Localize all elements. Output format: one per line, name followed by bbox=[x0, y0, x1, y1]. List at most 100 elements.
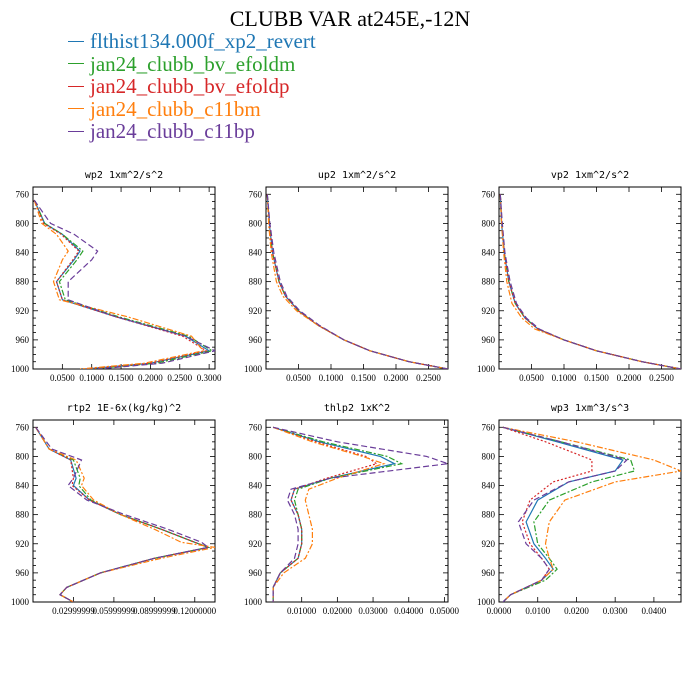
series-line bbox=[499, 194, 681, 369]
x-tick-label: 0.0000 bbox=[487, 606, 512, 616]
x-tick-label: 0.1500 bbox=[584, 373, 609, 383]
panel-title: vp2 1xm^2/s^2 bbox=[551, 170, 629, 181]
x-tick-label: 0.2500 bbox=[649, 373, 674, 383]
x-tick-label: 0.1000 bbox=[552, 373, 577, 383]
x-tick-label: 0.08999999 bbox=[133, 606, 176, 616]
y-tick-label: 960 bbox=[16, 335, 30, 345]
plot-frame bbox=[498, 419, 682, 603]
panel-title: wp3 1xm^3/s^3 bbox=[551, 403, 629, 414]
legend-item: jan24_clubb_bv_efoldp bbox=[68, 75, 316, 98]
plot-frame bbox=[265, 186, 449, 370]
y-tick-label: 1000 bbox=[11, 364, 30, 374]
series-line bbox=[499, 194, 681, 369]
y-tick-label: 880 bbox=[16, 277, 30, 287]
panel-title: up2 1xm^2/s^2 bbox=[318, 170, 396, 181]
x-tick-label: 0.0500 bbox=[50, 373, 75, 383]
x-tick-label: 0.1500 bbox=[109, 373, 134, 383]
x-tick-label: 0.0400 bbox=[642, 606, 667, 616]
legend-item: flthist134.000f_xp2_revert bbox=[68, 30, 316, 53]
legend-label: jan24_clubb_c11bp bbox=[90, 119, 255, 143]
y-tick-label: 1000 bbox=[11, 597, 30, 607]
y-tick-label: 840 bbox=[482, 481, 496, 491]
series-line bbox=[499, 194, 681, 369]
x-tick-label: 0.0500 bbox=[286, 373, 311, 383]
panel-title: rtp2 1E-6x(kg/kg)^2 bbox=[67, 403, 181, 414]
series-line bbox=[266, 194, 448, 369]
x-tick-label: 0.2000 bbox=[138, 373, 163, 383]
series-line bbox=[502, 426, 628, 602]
y-tick-label: 960 bbox=[482, 335, 496, 345]
y-tick-label: 1000 bbox=[477, 364, 496, 374]
y-tick-label: 920 bbox=[16, 539, 30, 549]
series-line bbox=[33, 199, 208, 369]
series-line bbox=[272, 426, 386, 602]
series-line bbox=[266, 194, 448, 369]
y-tick-label: 840 bbox=[16, 481, 30, 491]
series-line bbox=[33, 199, 214, 369]
legend-label: flthist134.000f_xp2_revert bbox=[90, 29, 316, 53]
legend-item: jan24_clubb_bv_efoldm bbox=[68, 51, 316, 76]
x-tick-label: 0.3000 bbox=[197, 373, 222, 383]
panel: up2 1xm^2/s^2 760 800 840 880 920 960 1000 0.050… bbox=[244, 170, 449, 383]
y-tick-label: 960 bbox=[16, 568, 30, 578]
y-tick-label: 920 bbox=[482, 539, 496, 549]
series-line bbox=[33, 199, 205, 369]
series-line bbox=[35, 426, 210, 602]
series-line bbox=[272, 426, 397, 602]
series-line bbox=[272, 426, 404, 602]
x-tick-label: 0.02999999 bbox=[52, 606, 95, 616]
panel-title: wp2 1xm^2/s^2 bbox=[85, 170, 163, 181]
y-tick-label: 880 bbox=[482, 510, 496, 520]
series-line bbox=[499, 194, 681, 369]
y-tick-label: 800 bbox=[16, 218, 30, 228]
x-tick-label: 0.0200 bbox=[564, 606, 589, 616]
x-tick-label: 0.03000 bbox=[358, 606, 388, 616]
y-tick-label: 760 bbox=[482, 422, 496, 432]
y-tick-label: 760 bbox=[16, 422, 30, 432]
y-tick-label: 800 bbox=[482, 218, 496, 228]
y-tick-label: 880 bbox=[482, 277, 496, 287]
panel: rtp2 1E-6x(kg/kg)^2 760 800 840 880 920 960 100… bbox=[11, 403, 217, 616]
x-tick-label: 0.12000000 bbox=[173, 606, 216, 616]
legend-item: jan24_clubb_c11bm bbox=[68, 96, 316, 121]
legend-item: jan24_clubb_c11bp bbox=[68, 120, 316, 143]
y-tick-label: 760 bbox=[482, 189, 496, 199]
series-line bbox=[266, 194, 448, 369]
panel-title: thlp2 1xK^2 bbox=[324, 403, 390, 414]
series-line bbox=[499, 194, 681, 369]
plot-frame bbox=[32, 186, 216, 370]
y-tick-label: 880 bbox=[249, 277, 263, 287]
y-tick-label: 1000 bbox=[477, 597, 496, 607]
series-line bbox=[272, 426, 448, 602]
y-tick-label: 840 bbox=[249, 481, 263, 491]
x-tick-label: 0.0100 bbox=[525, 606, 550, 616]
x-tick-label: 0.1000 bbox=[319, 373, 344, 383]
y-tick-label: 920 bbox=[249, 539, 263, 549]
y-tick-label: 800 bbox=[16, 451, 30, 461]
y-tick-label: 840 bbox=[16, 248, 30, 258]
legend: flthist134.000f_xp2_revert jan24_clubb_b… bbox=[68, 30, 316, 143]
y-tick-label: 760 bbox=[249, 189, 263, 199]
legend-label: jan24_clubb_bv_efoldm bbox=[90, 51, 296, 76]
legend-label: jan24_clubb_c11bm bbox=[90, 96, 261, 121]
y-tick-label: 760 bbox=[249, 422, 263, 432]
x-tick-label: 0.1500 bbox=[351, 373, 376, 383]
series-line bbox=[502, 426, 593, 602]
x-tick-label: 0.01000 bbox=[287, 606, 317, 616]
y-tick-label: 840 bbox=[249, 248, 263, 258]
y-tick-label: 800 bbox=[249, 451, 263, 461]
x-tick-label: 0.0300 bbox=[603, 606, 628, 616]
series-line bbox=[266, 194, 448, 369]
legend-swatch bbox=[68, 63, 84, 65]
y-tick-label: 880 bbox=[16, 510, 30, 520]
x-tick-label: 0.05999999 bbox=[93, 606, 136, 616]
y-tick-label: 840 bbox=[482, 248, 496, 258]
y-tick-label: 920 bbox=[16, 306, 30, 316]
x-tick-label: 0.1000 bbox=[79, 373, 104, 383]
y-tick-label: 920 bbox=[249, 306, 263, 316]
x-tick-label: 0.2000 bbox=[617, 373, 642, 383]
y-tick-label: 800 bbox=[249, 218, 263, 228]
x-tick-label: 0.0500 bbox=[519, 373, 544, 383]
x-tick-label: 0.2000 bbox=[384, 373, 409, 383]
series-line bbox=[502, 426, 636, 602]
